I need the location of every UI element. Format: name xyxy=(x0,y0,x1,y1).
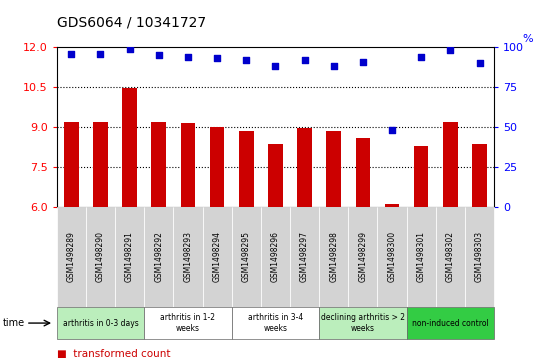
Point xyxy=(242,57,251,63)
Point xyxy=(417,54,426,60)
Text: time: time xyxy=(3,318,25,328)
Bar xyxy=(414,146,429,207)
Text: GSM1498291: GSM1498291 xyxy=(125,231,134,282)
Point xyxy=(125,46,134,52)
Text: GSM1498303: GSM1498303 xyxy=(475,231,484,282)
Point xyxy=(184,54,192,60)
Point xyxy=(329,64,338,69)
Point xyxy=(475,60,484,66)
Text: arthritis in 1-2
weeks: arthritis in 1-2 weeks xyxy=(160,313,215,333)
Point xyxy=(67,51,76,57)
Text: declining arthritis > 2
weeks: declining arthritis > 2 weeks xyxy=(321,313,405,333)
Point xyxy=(388,127,396,133)
Point xyxy=(96,51,105,57)
Bar xyxy=(151,122,166,207)
Text: GSM1498295: GSM1498295 xyxy=(242,231,251,282)
Bar xyxy=(180,123,195,207)
Point xyxy=(271,64,280,69)
Text: %: % xyxy=(523,34,533,44)
Text: GSM1498296: GSM1498296 xyxy=(271,231,280,282)
Text: GSM1498297: GSM1498297 xyxy=(300,231,309,282)
Text: GDS6064 / 10341727: GDS6064 / 10341727 xyxy=(57,15,206,29)
Text: non-induced control: non-induced control xyxy=(412,319,489,327)
Bar xyxy=(64,122,79,207)
Point xyxy=(300,57,309,63)
Text: GSM1498290: GSM1498290 xyxy=(96,231,105,282)
Text: GSM1498302: GSM1498302 xyxy=(446,231,455,282)
Bar xyxy=(93,122,108,207)
Text: ■  transformed count: ■ transformed count xyxy=(57,349,170,359)
Bar xyxy=(472,144,487,207)
Text: GSM1498298: GSM1498298 xyxy=(329,231,338,282)
Text: GSM1498299: GSM1498299 xyxy=(359,231,367,282)
Text: GSM1498294: GSM1498294 xyxy=(213,231,221,282)
Text: arthritis in 3-4
weeks: arthritis in 3-4 weeks xyxy=(248,313,303,333)
Bar xyxy=(268,144,283,207)
Text: arthritis in 0-3 days: arthritis in 0-3 days xyxy=(63,319,138,327)
Point xyxy=(154,52,163,58)
Text: GSM1498301: GSM1498301 xyxy=(417,231,426,282)
Point xyxy=(213,56,221,61)
Bar xyxy=(356,138,370,207)
Bar xyxy=(210,127,225,207)
Point xyxy=(446,48,455,53)
Bar xyxy=(384,204,400,207)
Bar xyxy=(297,129,312,207)
Text: GSM1498292: GSM1498292 xyxy=(154,231,163,282)
Text: GSM1498289: GSM1498289 xyxy=(67,231,76,282)
Bar xyxy=(443,122,458,207)
Point xyxy=(359,59,367,65)
Text: GSM1498300: GSM1498300 xyxy=(388,231,396,282)
Bar xyxy=(326,131,341,207)
Text: GSM1498293: GSM1498293 xyxy=(184,231,192,282)
Bar xyxy=(122,89,137,207)
Bar xyxy=(239,131,254,207)
